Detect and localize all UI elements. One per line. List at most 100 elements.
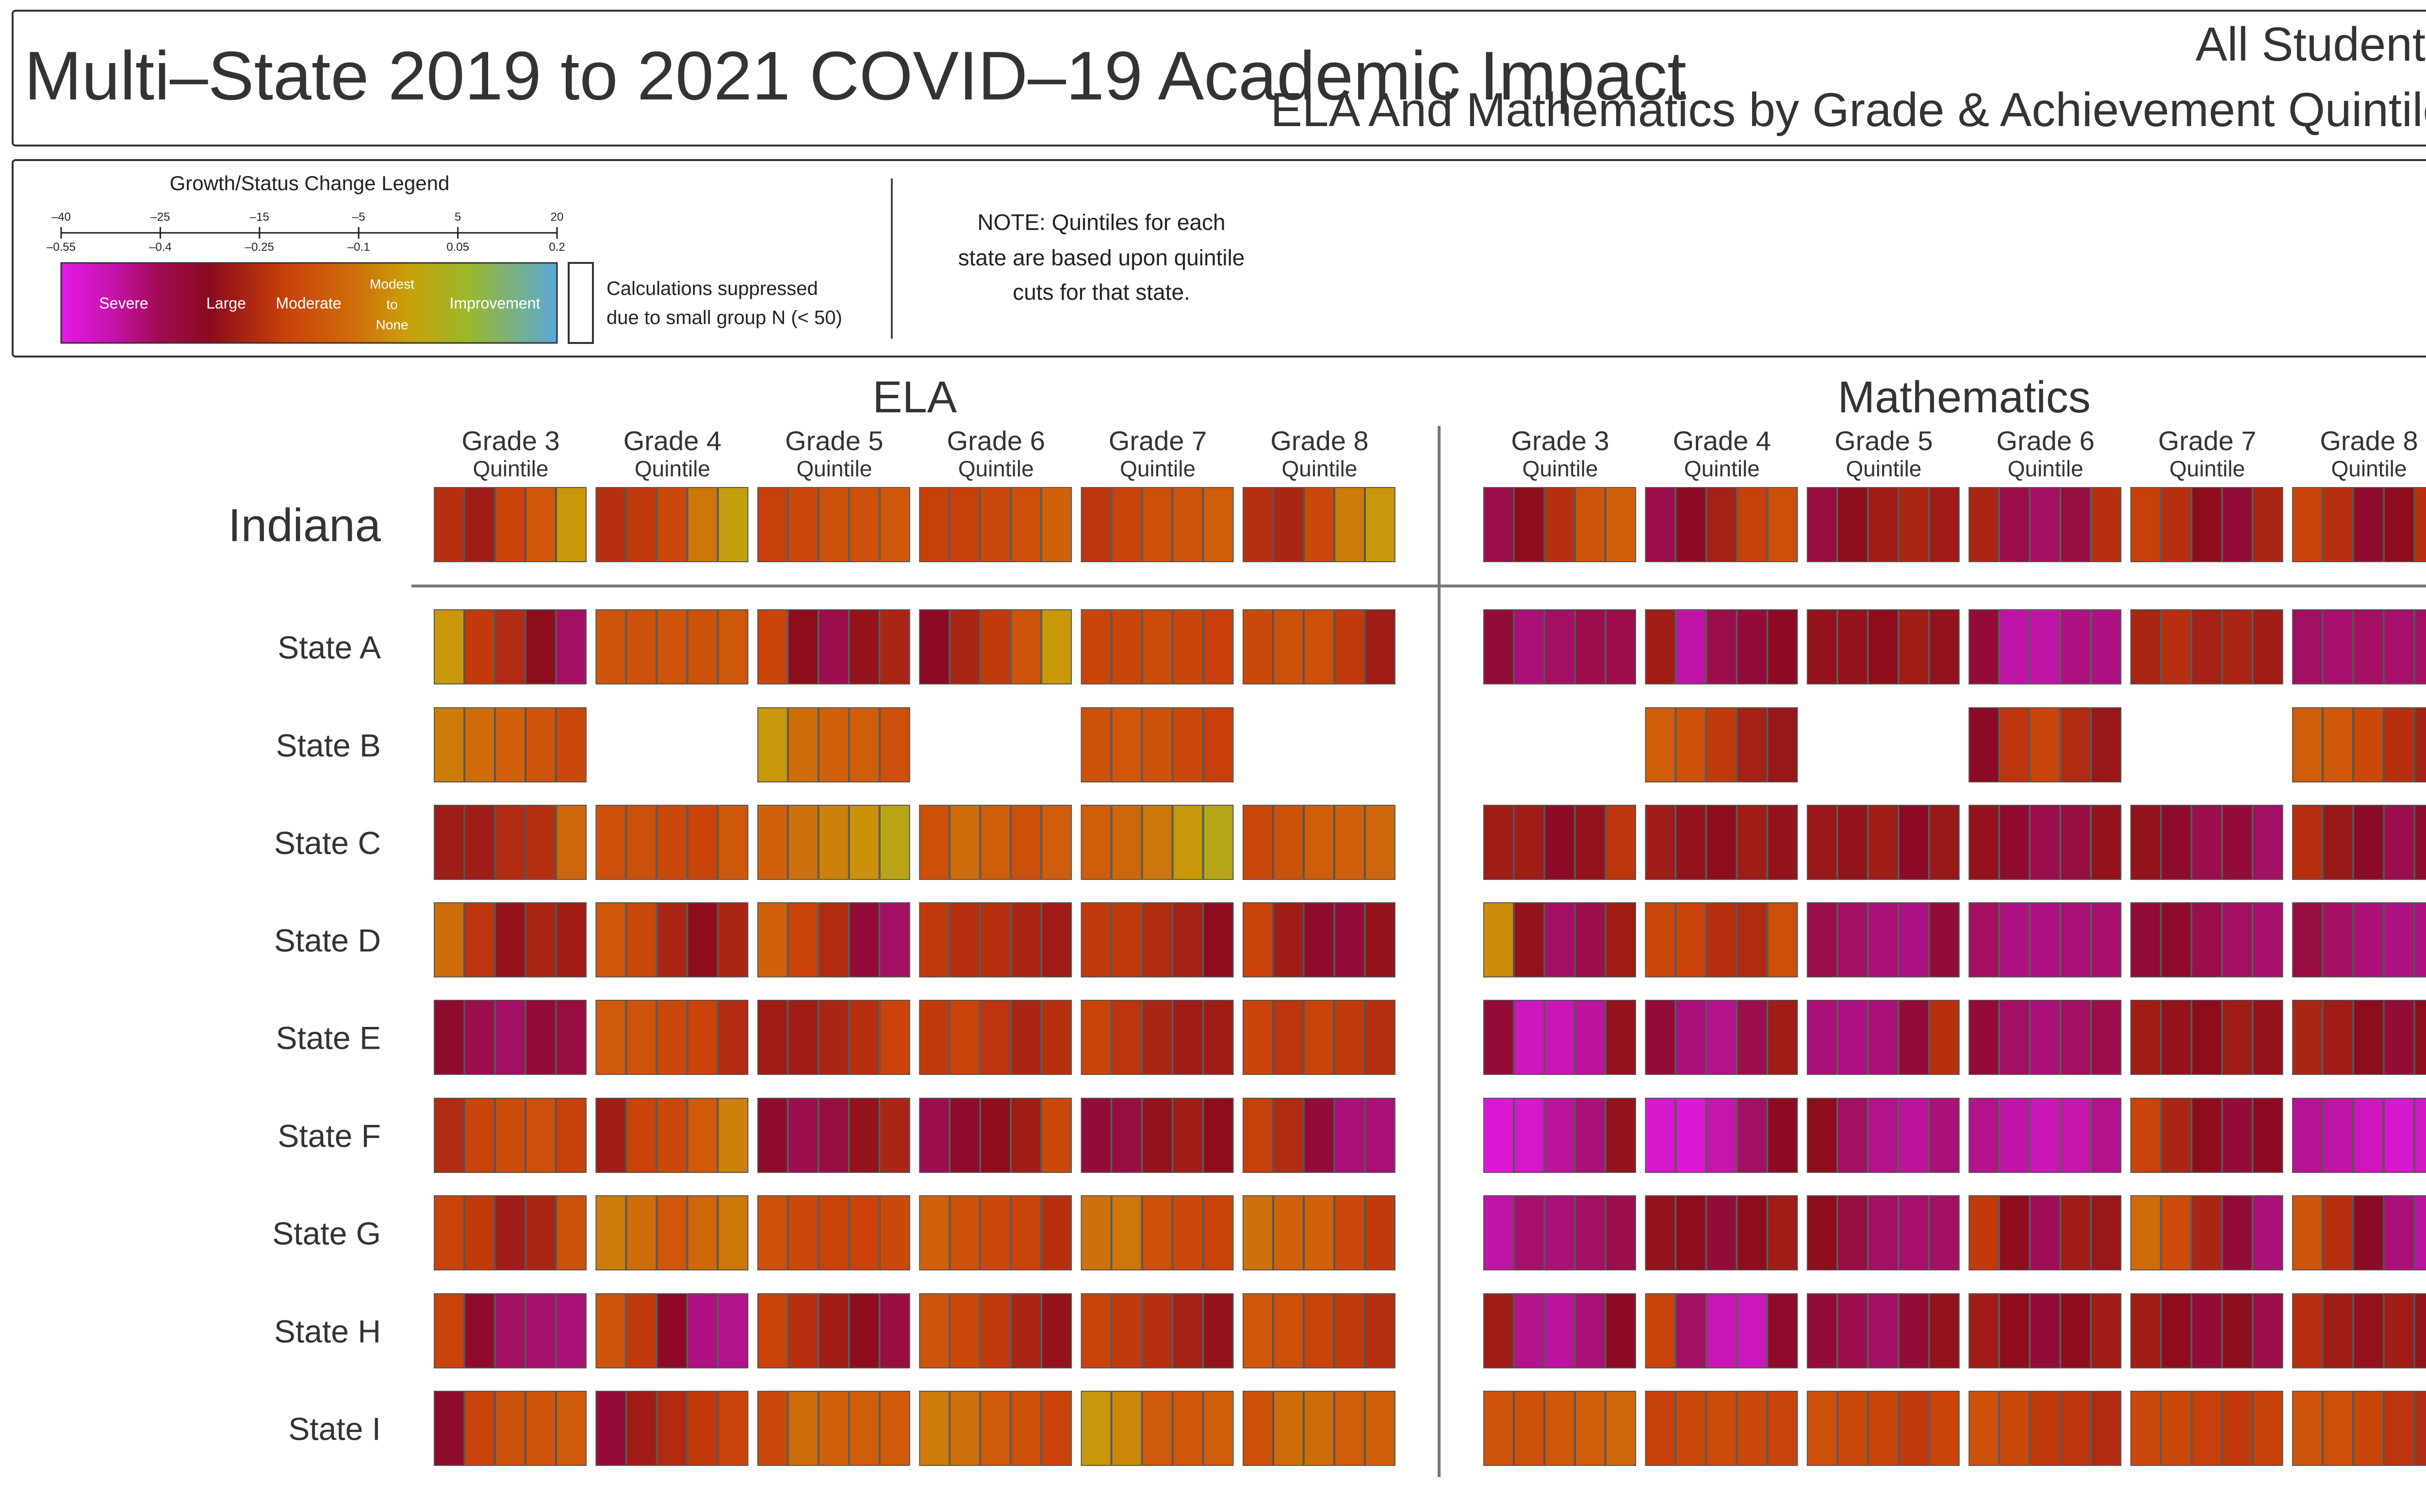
heatmap-cell bbox=[1111, 707, 1142, 782]
grade-label: Grade 4 bbox=[623, 425, 721, 456]
heatmap-cell bbox=[1334, 1098, 1365, 1173]
heatmap-cell bbox=[1706, 1293, 1737, 1368]
heatmap-cell bbox=[2191, 1391, 2222, 1466]
heatmap-cell bbox=[687, 1098, 718, 1173]
heatmap-cell bbox=[2252, 609, 2283, 684]
heatmap-cell bbox=[1172, 487, 1203, 562]
heatmap-cell bbox=[1203, 1098, 1234, 1173]
heatmap-cell bbox=[1111, 487, 1142, 562]
heatmap-cell bbox=[595, 805, 626, 880]
heatmap-cell bbox=[950, 805, 981, 880]
heatmap-cell bbox=[757, 707, 788, 782]
heatmap-cell bbox=[464, 1391, 495, 1466]
heatmap-cell bbox=[980, 902, 1011, 977]
heatmap-cell bbox=[1334, 1391, 1365, 1466]
state-label-state-a: State A bbox=[278, 630, 381, 666]
legend-tick-label-bottom: –0.1 bbox=[347, 241, 370, 254]
heatmap-cell bbox=[2384, 805, 2414, 880]
heatmap-cell bbox=[495, 1195, 525, 1270]
heatmap-cell bbox=[1737, 707, 1768, 782]
subject-label-ela: ELA bbox=[872, 373, 957, 422]
heatmap-cell bbox=[1868, 1195, 1899, 1270]
heatmap-cell bbox=[1837, 902, 1868, 977]
heatmap-cell bbox=[1365, 1391, 1395, 1466]
legend-ticks: –40 –0.55 –25 –0.4 –15 –0.25 –5 –0.1 5 0.05 20 0.2 bbox=[47, 211, 565, 254]
heatmap-cell bbox=[1737, 1293, 1768, 1368]
heatmap-cell bbox=[1767, 1391, 1798, 1466]
legend-tick-label-bottom: 0.05 bbox=[446, 241, 469, 254]
quintile-label: Quintile bbox=[1684, 456, 1760, 481]
heatmap-cell bbox=[2130, 902, 2161, 977]
legend-tick-label-bottom: –0.25 bbox=[245, 241, 274, 254]
heatmap-cell bbox=[2091, 609, 2122, 684]
heatmap-cell bbox=[718, 1195, 749, 1270]
heatmap-cell bbox=[1898, 1098, 1929, 1173]
heatmap-cell bbox=[626, 1293, 657, 1368]
heatmap-cell bbox=[1483, 805, 1514, 880]
heatmap-cell bbox=[1365, 1000, 1395, 1075]
heatmap-cell bbox=[1243, 1000, 1273, 1075]
heatmap-cell bbox=[2222, 1293, 2253, 1368]
heatmap-cell bbox=[1767, 1098, 1798, 1173]
heatmap-cell bbox=[718, 902, 749, 977]
heatmap-cell bbox=[1806, 609, 1837, 684]
heatmap-cell bbox=[2414, 1293, 2426, 1368]
heatmap-cell bbox=[1806, 487, 1837, 562]
heatmap-cell bbox=[2060, 805, 2091, 880]
heatmap-cell bbox=[1304, 1391, 1334, 1466]
heatmap-cell bbox=[1968, 1195, 2000, 1270]
heatmap-cell bbox=[1334, 1195, 1365, 1270]
heatmap-cell bbox=[849, 707, 880, 782]
heatmap-cell bbox=[787, 1000, 819, 1075]
legend-tick-label-top: –40 bbox=[51, 211, 71, 224]
heatmap-cell bbox=[2384, 707, 2414, 782]
heatmap-cell bbox=[879, 1195, 910, 1270]
heatmap-cell bbox=[2030, 1293, 2061, 1368]
heatmap-cell bbox=[1514, 1195, 1544, 1270]
heatmap-cell bbox=[879, 1000, 910, 1075]
heatmap-cell bbox=[2323, 1098, 2353, 1173]
heatmap-cell bbox=[1273, 1195, 1304, 1270]
heatmap-cell bbox=[2252, 1391, 2283, 1466]
heatmap-cell bbox=[1011, 1293, 1042, 1368]
heatmap-cell bbox=[1273, 1000, 1304, 1075]
heatmap-cell bbox=[849, 1195, 880, 1270]
heatmap-cell bbox=[525, 487, 556, 562]
heatmap-cell bbox=[1544, 1098, 1575, 1173]
state-label-state-h: State H bbox=[274, 1314, 381, 1349]
heatmap-cell bbox=[1041, 805, 1072, 880]
heatmap-cell bbox=[2353, 1000, 2384, 1075]
heatmap-cell bbox=[980, 1391, 1011, 1466]
heatmap-cell bbox=[2353, 1195, 2384, 1270]
heatmap-cell bbox=[495, 707, 525, 782]
heatmap-cell bbox=[1767, 1293, 1798, 1368]
heatmap-cell bbox=[1645, 609, 1676, 684]
heatmap-cell bbox=[1011, 1098, 1042, 1173]
heatmap-cell bbox=[2384, 1293, 2414, 1368]
heatmap-cell bbox=[1837, 487, 1868, 562]
heatmap-cell bbox=[1544, 609, 1575, 684]
heatmap-cell bbox=[2030, 1098, 2061, 1173]
heatmap-cell bbox=[434, 487, 464, 562]
heatmap-cell bbox=[1767, 609, 1798, 684]
heatmap-cell bbox=[1544, 805, 1575, 880]
heatmap-cell bbox=[434, 805, 464, 880]
heatmap-cell bbox=[2292, 707, 2323, 782]
heatmap-cell bbox=[1837, 805, 1868, 880]
quintile-label: Quintile bbox=[635, 456, 710, 481]
state-label-state-f: State F bbox=[278, 1118, 381, 1154]
heatmap-cell bbox=[1675, 487, 1706, 562]
heatmap-cell bbox=[656, 1391, 688, 1466]
heatmap-cell bbox=[464, 902, 495, 977]
legend-note-line-3: cuts for that state. bbox=[1013, 279, 1190, 305]
heatmap-cell bbox=[2323, 609, 2353, 684]
heatmap-cell bbox=[525, 609, 556, 684]
heatmap-cell bbox=[2161, 805, 2192, 880]
heatmap-cell bbox=[787, 1098, 819, 1173]
heatmap-cell bbox=[2414, 1098, 2426, 1173]
heatmap-cell bbox=[434, 1000, 464, 1075]
heatmap-cell bbox=[2353, 609, 2384, 684]
legend-box bbox=[12, 159, 2426, 358]
heatmap-cell bbox=[1334, 1000, 1365, 1075]
